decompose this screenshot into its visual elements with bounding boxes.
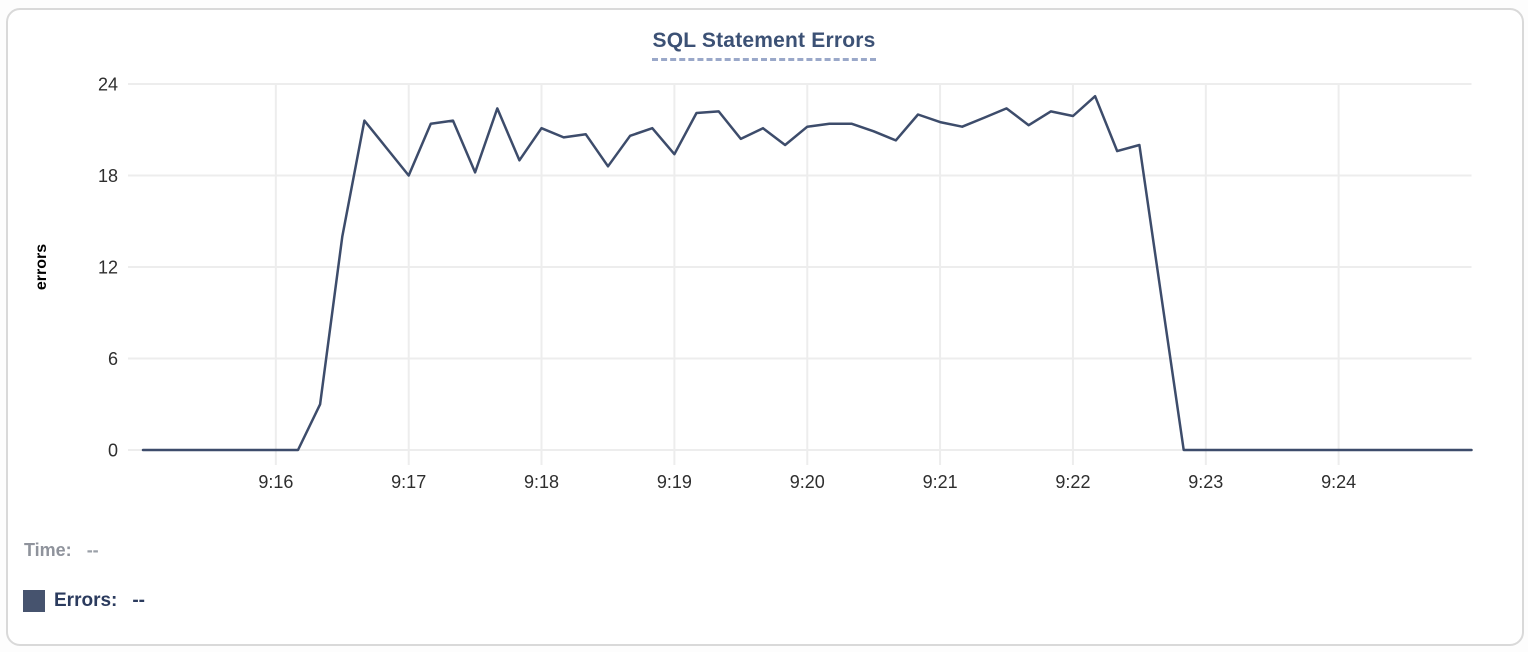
y-tick-label: 0 xyxy=(108,441,118,461)
x-tick-label: 9:16 xyxy=(258,472,293,492)
tooltip-errors-label: Errors: xyxy=(54,590,118,611)
errors-series-swatch xyxy=(23,590,45,612)
tooltip-errors-value: -- xyxy=(132,590,146,611)
tooltip-time-value: -- xyxy=(86,540,99,560)
x-tick-label: 9:19 xyxy=(657,472,692,492)
x-tick-label: 9:22 xyxy=(1055,472,1090,492)
x-tick-label: 9:23 xyxy=(1188,472,1223,492)
y-tick-label: 12 xyxy=(98,258,118,278)
y-axis-title: errors xyxy=(33,244,50,290)
x-tick-label: 9:18 xyxy=(524,472,559,492)
y-tick-label: 24 xyxy=(98,75,118,95)
chart-header: SQL Statement Errors xyxy=(0,29,1528,61)
errors-series-line xyxy=(141,94,1473,452)
x-tick-label: 9:17 xyxy=(391,472,426,492)
tooltip-errors-row: Errors: -- xyxy=(23,590,145,612)
x-tick-label: 9:24 xyxy=(1321,472,1356,492)
chart-title[interactable]: SQL Statement Errors xyxy=(652,29,876,61)
chart-card xyxy=(6,8,1524,646)
y-tick-label: 18 xyxy=(98,166,118,186)
tooltip-time-label: Time: xyxy=(24,540,72,560)
x-tick-label: 9:21 xyxy=(923,472,958,492)
x-tick-label: 9:20 xyxy=(790,472,825,492)
tooltip-time-row: Time: -- xyxy=(24,540,99,561)
y-tick-label: 6 xyxy=(108,349,118,369)
